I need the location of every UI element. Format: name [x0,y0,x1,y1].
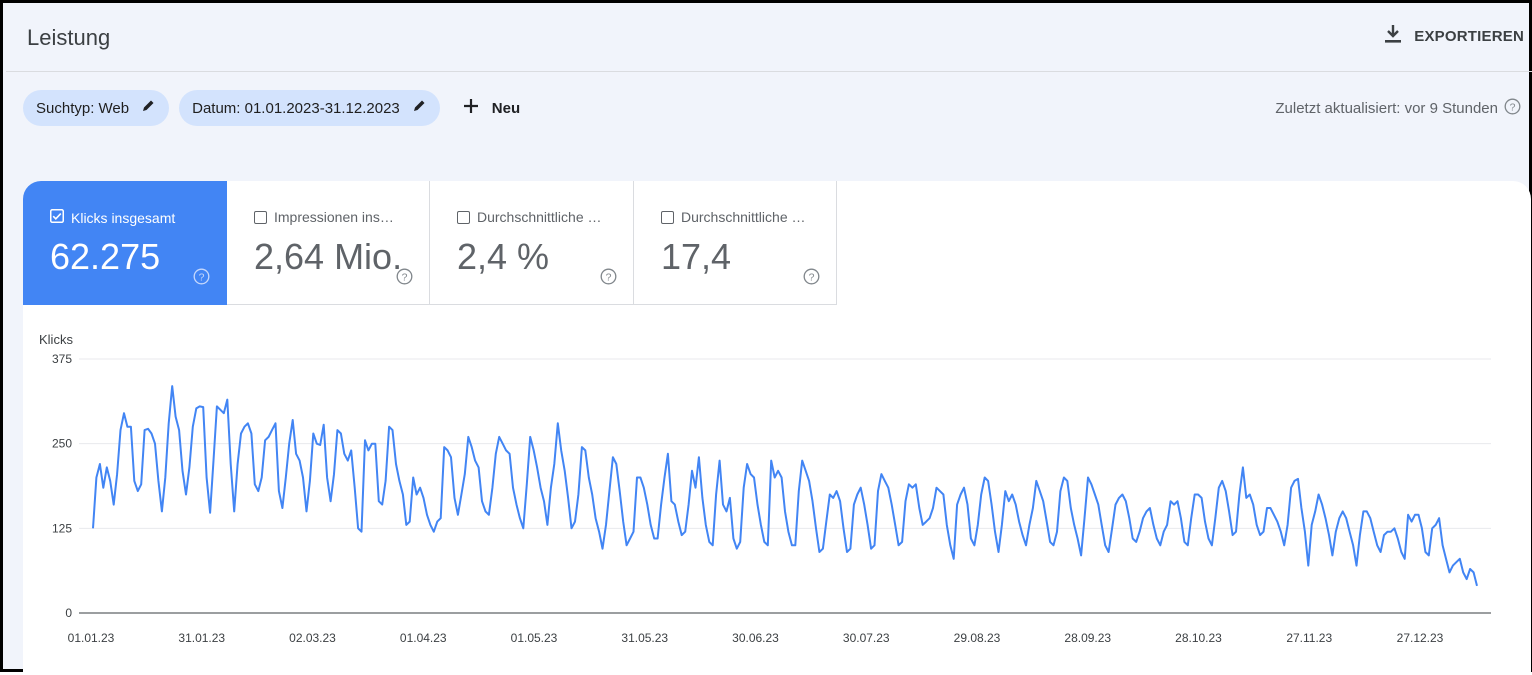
new-filter-button[interactable]: Neu [462,97,520,119]
x-tick-label: 31.05.23 [621,631,668,645]
y-axis-label: Klicks [39,332,73,347]
help-icon[interactable]: ? [1504,98,1521,119]
x-tick-label: 27.12.23 [1397,631,1444,645]
metric-label-text: Impressionen ins… [274,209,394,225]
filter-bar: Suchtyp: Web Datum: 01.01.2023-31.12.202… [23,90,520,126]
last-updated-text: Zuletzt aktualisiert: vor 9 Stunden [1275,100,1498,117]
metric-value: 62.275 [50,236,161,277]
svg-text:?: ? [606,271,612,283]
page-title: Leistung [27,25,111,50]
export-button[interactable]: EXPORTIEREN [1384,24,1524,48]
search-type-chip[interactable]: Suchtyp: Web [23,90,170,126]
pencil-icon [141,99,155,117]
clicks-chart: Klicks 0 125 250 375 01.01.23 31.01.23 02.03.… [23,321,1531,675]
x-tick-label: 01.04.23 [400,631,447,645]
metric-label: Impressionen ins… [254,209,394,225]
checkbox-icon[interactable] [254,210,267,224]
date-label: Datum: 01.01.2023-31.12.2023 [192,99,400,117]
metric-value: 2,64 Mio. [254,236,403,277]
pencil-icon [412,99,426,117]
new-filter-label: Neu [491,99,521,117]
y-tick-label: 375 [52,352,72,366]
x-tick-label: 01.05.23 [511,631,558,645]
metric-label: Durchschnittliche … [457,209,602,225]
svg-text:?: ? [1510,101,1516,113]
svg-text:?: ? [402,271,408,283]
metric-label: Durchschnittliche … [661,209,806,225]
svg-text:?: ? [809,271,815,283]
date-chip[interactable]: Datum: 01.01.2023-31.12.2023 [179,90,440,126]
last-updated: Zuletzt aktualisiert: vor 9 Stunden ? [1275,98,1521,119]
x-tick-label: 27.11.23 [1286,631,1332,645]
metric-tile-impressions[interactable]: Impressionen ins… 2,64 Mio. ? [227,181,430,305]
metric-tile-position[interactable]: Durchschnittliche … 17,4 ? [634,181,837,305]
x-tick-label: 28.09.23 [1064,631,1111,645]
series-line [92,385,1478,587]
metric-value: 17,4 [661,236,732,277]
metric-tile-clicks[interactable]: Klicks insgesamt 62.275 ? [23,181,227,305]
y-tick-label: 0 [65,606,72,620]
help-icon[interactable]: ? [803,268,820,290]
x-tick-label: 02.03.23 [289,631,336,645]
x-tick-label: 01.01.23 [68,631,115,645]
metric-label-text: Durchschnittliche … [477,209,602,225]
y-tick-label: 125 [52,521,72,535]
metric-label: Klicks insgesamt [50,209,175,226]
help-icon[interactable]: ? [600,268,617,290]
metric-tile-ctr[interactable]: Durchschnittliche … 2,4 % ? [430,181,634,305]
y-tick-label: 250 [52,437,72,451]
performance-card: Klicks insgesamt 62.275 ? Impressionen i… [23,181,1531,675]
download-icon [1384,24,1402,48]
export-label: EXPORTIEREN [1414,27,1524,45]
checkbox-icon[interactable] [457,210,470,224]
metric-label-text: Klicks insgesamt [71,209,176,226]
x-tick-label: 28.10.23 [1175,631,1222,645]
page-header: Leistung EXPORTIEREN [6,6,1532,72]
metric-value: 2,4 % [457,236,550,277]
x-tick-label: 30.07.23 [843,631,890,645]
metric-label-text: Durchschnittliche … [681,209,806,225]
x-tick-label: 31.01.23 [178,631,225,645]
checkbox-icon[interactable] [661,210,674,224]
search-type-label: Suchtyp: Web [36,99,130,117]
x-tick-label: 30.06.23 [732,631,779,645]
checkbox-checked-icon[interactable] [50,209,64,226]
plus-icon [462,97,480,119]
help-icon[interactable]: ? [396,268,413,290]
x-tick-label: 29.08.23 [954,631,1001,645]
chart-svg: Klicks 0 125 250 375 01.01.23 31.01.23 02.03.… [39,332,1491,645]
help-icon[interactable]: ? [193,268,210,290]
svg-text:?: ? [199,271,205,283]
